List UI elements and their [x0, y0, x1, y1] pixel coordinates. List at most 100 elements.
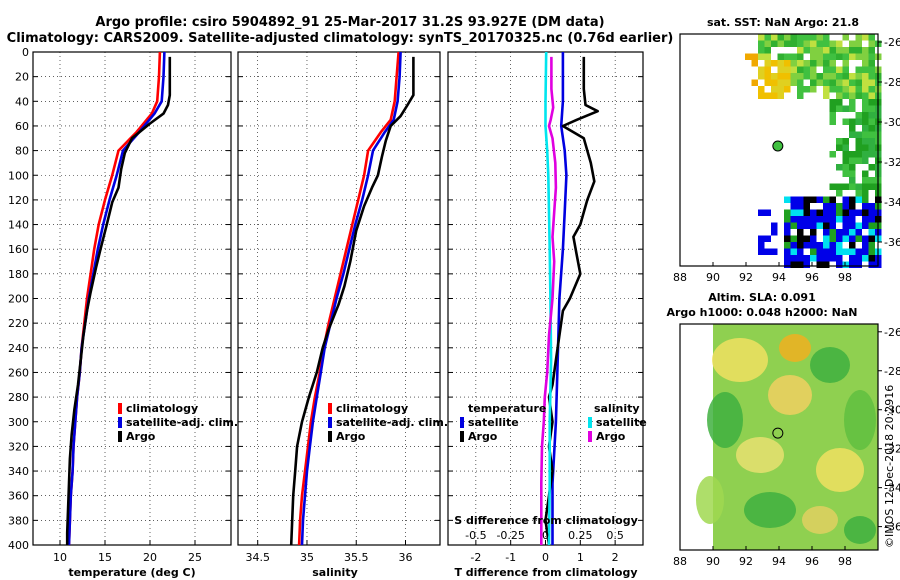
depth-tick-label: 200 [8, 293, 29, 306]
sst-cell [842, 196, 849, 203]
sst-cell [862, 66, 869, 73]
sst-cell [855, 190, 862, 197]
sst-cell [797, 92, 804, 99]
lon-tick-label: 98 [838, 555, 852, 568]
legend-swatch [588, 431, 592, 442]
sst-cell [784, 261, 791, 268]
sst-cell [751, 53, 758, 60]
series-line-t-satellite [551, 52, 568, 545]
sst-cell [784, 86, 791, 93]
sst-cell [790, 66, 797, 73]
credit-text: ©IMOS 12-Dec-2018 20:2916 [883, 385, 896, 548]
lon-tick-label: 88 [673, 271, 687, 284]
sst-cell [862, 151, 869, 158]
sst-cell [855, 112, 862, 119]
sst-cell [862, 105, 869, 112]
sst-cell [764, 73, 771, 80]
legend-swatch [118, 403, 122, 414]
sst-cell [862, 196, 869, 203]
sst-cell [816, 79, 823, 86]
sst-cell [855, 196, 862, 203]
sst-cell [829, 73, 836, 80]
legend-label: climatology [336, 402, 408, 415]
sst-cell [771, 60, 778, 67]
sst-cell [784, 40, 791, 47]
lon-tick-label: 92 [739, 555, 753, 568]
sst-cell [797, 216, 804, 223]
sst-cell [797, 248, 804, 255]
sla-patch [696, 476, 724, 524]
lat-tick-label: -32 [884, 443, 900, 456]
sst-cell [823, 34, 830, 41]
sst-cell [751, 60, 758, 67]
sst-cell [823, 196, 830, 203]
sst-cell [790, 203, 797, 210]
sst-cell [777, 34, 784, 41]
sst-cell [758, 86, 765, 93]
sst-cell [836, 66, 843, 73]
sst-cell [816, 255, 823, 262]
sst-cell [771, 40, 778, 47]
sst-cell [771, 222, 778, 229]
legend-title-salinity: salinity [594, 402, 640, 415]
sst-cell [764, 53, 771, 60]
sst-cell [784, 79, 791, 86]
sst-cell [816, 53, 823, 60]
legend-title-temperature: temperature [468, 402, 546, 415]
sst-cell [823, 73, 830, 80]
x-tick-label: -2 [470, 551, 481, 564]
sst-cell [784, 248, 791, 255]
legend-label: satellite-adj. clim. [336, 416, 448, 429]
sst-cell [842, 138, 849, 145]
sst-cell [868, 242, 875, 249]
sst-cell [784, 255, 791, 262]
sst-cell [862, 235, 869, 242]
sst-cell [823, 66, 830, 73]
sst-cell [810, 86, 817, 93]
legend-label: satellite-adj. clim. [126, 416, 238, 429]
sst-cell [816, 261, 823, 268]
sst-cell [862, 92, 869, 99]
sst-cell [836, 47, 843, 54]
sst-cell [790, 242, 797, 249]
sst-cell [829, 183, 836, 190]
sst-cell [855, 209, 862, 216]
lat-tick-label: -26 [884, 36, 900, 49]
sst-cell [836, 53, 843, 60]
x-tick-label: 0 [542, 551, 549, 564]
sla-map: 88 90 92 94 96 98 -26 -28 -30 -32 -34 -36 [673, 323, 900, 568]
sst-cell [849, 125, 856, 132]
temperature-xlabel: temperature (deg C) [68, 566, 195, 579]
sst-cell [868, 60, 875, 67]
sst-cell [849, 255, 856, 262]
sst-cell [842, 235, 849, 242]
sst-cell [849, 86, 856, 93]
sst-cell [842, 86, 849, 93]
x-tick-label: 20 [143, 551, 157, 564]
depth-tick-label: 260 [8, 366, 29, 379]
sst-cell [855, 261, 862, 268]
sst-cell [823, 92, 830, 99]
sst-cell [764, 60, 771, 67]
sst-cell [829, 203, 836, 210]
sst-cell [855, 229, 862, 236]
sst-cell [849, 235, 856, 242]
lat-tick-label: -32 [884, 156, 900, 169]
sst-cell [868, 144, 875, 151]
sst-cell [849, 177, 856, 184]
sst-cell [855, 151, 862, 158]
sst-cell [855, 183, 862, 190]
sst-cell [849, 47, 856, 54]
lon-tick-label: 94 [772, 555, 786, 568]
x-tick-label: -1 [505, 551, 516, 564]
sst-cell [862, 86, 869, 93]
sst-cell [764, 79, 771, 86]
sst-cell [816, 196, 823, 203]
sst-cell [849, 242, 856, 249]
sst-cell [823, 203, 830, 210]
sst-cell [868, 209, 875, 216]
sst-map-title: sat. SST: NaN Argo: 21.8 [707, 16, 859, 29]
sst-cell [829, 196, 836, 203]
sst-cell [803, 209, 810, 216]
argo-location-marker [772, 427, 784, 439]
